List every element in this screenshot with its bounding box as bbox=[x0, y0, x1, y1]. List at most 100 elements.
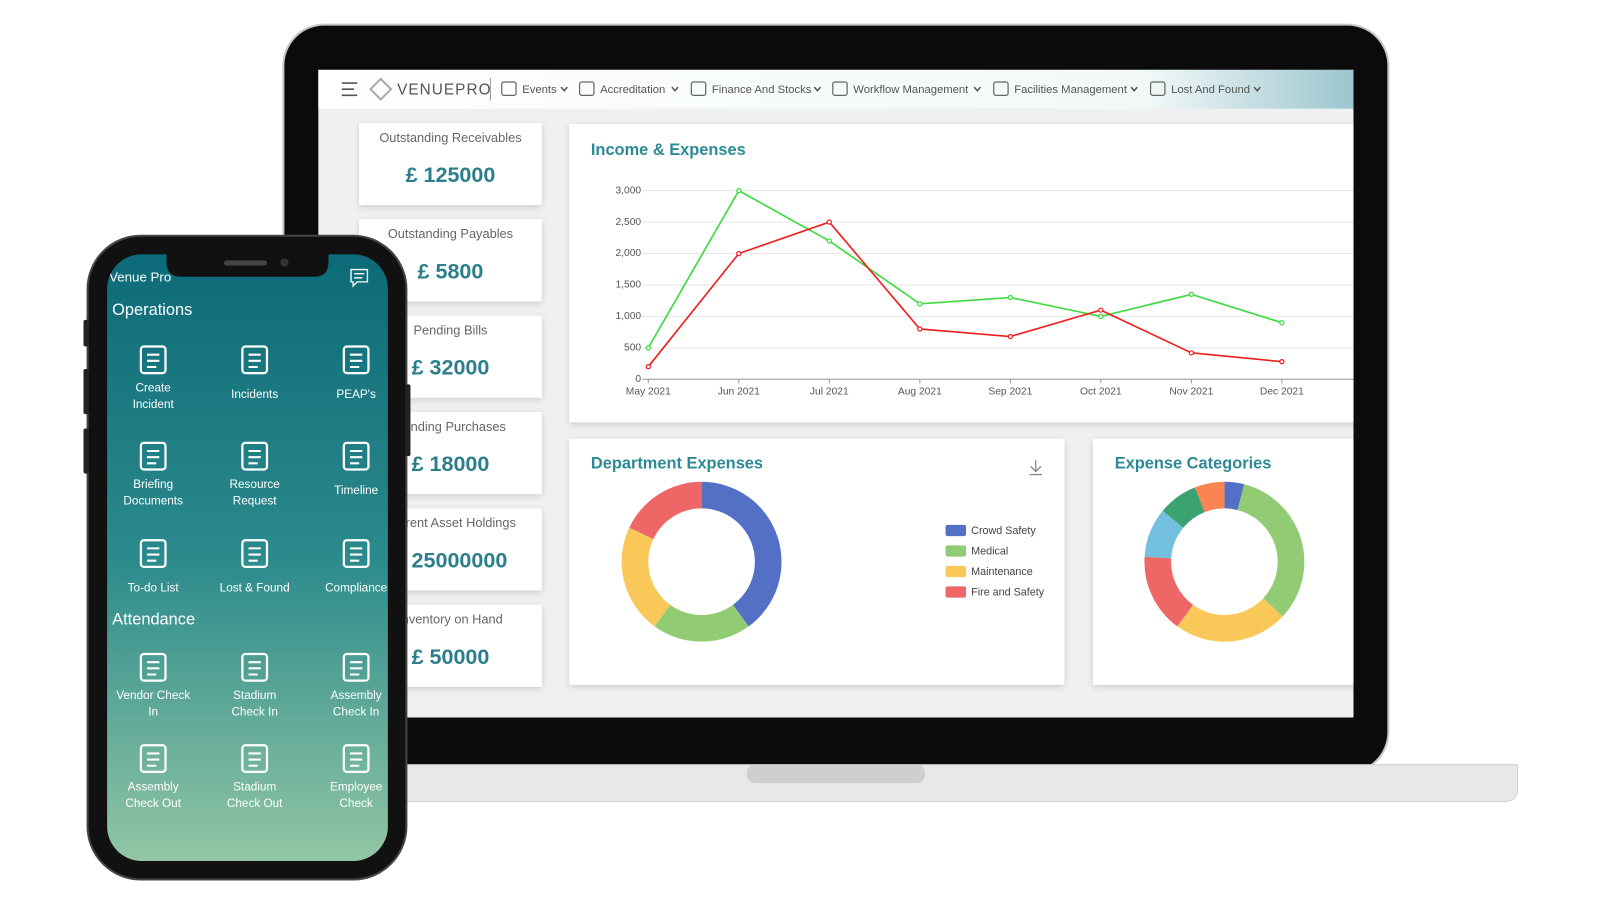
menu-label: Incident bbox=[133, 398, 175, 411]
menu-icon-detail bbox=[248, 752, 261, 767]
chevron bbox=[1130, 86, 1138, 92]
menu-label: Documents bbox=[123, 494, 183, 507]
menu-icon-detail bbox=[147, 661, 160, 676]
series-line bbox=[647, 189, 1283, 349]
menu-icon bbox=[139, 539, 167, 568]
menu-item[interactable]: Briefing Documents bbox=[123, 441, 183, 508]
menu-icon-detail bbox=[248, 450, 261, 465]
menu-label: Incidents bbox=[231, 388, 278, 401]
point bbox=[645, 364, 651, 370]
menu-item[interactable]: Incidents bbox=[231, 345, 278, 401]
app-title: Venue Pro bbox=[109, 269, 171, 284]
menu-icon bbox=[139, 441, 167, 471]
camera bbox=[280, 258, 289, 267]
chevron bbox=[973, 86, 981, 92]
x-tick-label: Sep 2021 bbox=[988, 386, 1032, 397]
legend-label[interactable]: Medical bbox=[971, 545, 1008, 557]
menu-icon bbox=[342, 744, 370, 773]
menu-label: Vendor Check bbox=[116, 689, 190, 702]
point bbox=[917, 301, 923, 307]
menu-item[interactable]: Resource Request bbox=[229, 441, 280, 508]
point bbox=[1098, 313, 1104, 320]
chart-title: Department Expenses bbox=[591, 455, 763, 473]
donut-slice bbox=[1224, 481, 1245, 511]
menu-item[interactable]: Vendor Check In bbox=[116, 652, 190, 719]
nav-item[interactable]: Events bbox=[522, 84, 557, 96]
menu-item[interactable]: Assembly Check In bbox=[331, 652, 382, 719]
screen: VENUEPRO Events Accreditation Finance And S… bbox=[318, 69, 1354, 718]
menu-item[interactable]: Timeline bbox=[334, 441, 379, 497]
menu-item[interactable]: Employee Check bbox=[330, 744, 383, 810]
chart-title: Income & Expenses bbox=[591, 141, 746, 159]
series-line bbox=[647, 221, 1282, 368]
menu-item[interactable]: PEAP's bbox=[336, 345, 376, 401]
y-tick-label: 0 bbox=[635, 374, 641, 385]
point bbox=[1007, 333, 1014, 340]
point bbox=[826, 238, 832, 244]
menu-label: Check Out bbox=[227, 797, 283, 810]
menu-label: Stadium bbox=[233, 780, 276, 793]
legend-swatch bbox=[945, 565, 967, 578]
menu-item[interactable]: Stadium Check In bbox=[231, 652, 278, 719]
phone-screen: Venue Pro Operations Create Incident Inciden… bbox=[107, 254, 388, 862]
menu-label: Employee bbox=[330, 780, 383, 793]
point bbox=[1279, 359, 1285, 365]
download-icon[interactable] bbox=[1029, 460, 1042, 476]
y-tick-label: 2,000 bbox=[615, 248, 641, 259]
kpi-title: Inventory on Hand bbox=[398, 612, 503, 627]
menu-icon-detail bbox=[147, 547, 160, 562]
nav-item[interactable]: Facilities Management bbox=[1014, 84, 1128, 96]
legend-label[interactable]: Fire and Safety bbox=[971, 586, 1045, 598]
legend-label[interactable]: Maintenance bbox=[971, 566, 1033, 578]
menu-label: Lost & Found bbox=[220, 581, 290, 594]
x-tick-label: Nov 2021 bbox=[1169, 386, 1213, 397]
menu-icon bbox=[241, 441, 269, 471]
phone-button bbox=[405, 384, 411, 457]
x-tick-label: Jun 2021 bbox=[718, 386, 760, 397]
point bbox=[1007, 294, 1014, 301]
chat-icon[interactable] bbox=[350, 268, 369, 288]
speaker bbox=[223, 260, 267, 266]
laptop-notch bbox=[746, 764, 926, 784]
nav-item[interactable]: Finance And Stocks bbox=[712, 84, 812, 96]
menu-item[interactable]: Lost & Found bbox=[220, 539, 290, 594]
kpi-value: £ 5800 bbox=[418, 259, 484, 283]
kpi-card bbox=[359, 123, 542, 206]
menu-icon[interactable] bbox=[341, 82, 358, 97]
chevron bbox=[560, 86, 568, 92]
brand: VENUEPRO bbox=[397, 81, 491, 98]
donut-slice bbox=[701, 481, 782, 627]
x-tick-label: Aug 2021 bbox=[898, 386, 942, 397]
nav-icon bbox=[690, 81, 707, 96]
menu-icon bbox=[241, 539, 269, 568]
nav-item[interactable]: Lost And Found bbox=[1171, 84, 1250, 96]
menu-item[interactable]: Compliance bbox=[325, 539, 388, 594]
menu-icon-detail bbox=[350, 353, 363, 368]
menu-label: Assembly bbox=[128, 780, 179, 793]
y-tick-label: 2,500 bbox=[615, 217, 641, 228]
nav-item[interactable]: Workflow Management bbox=[853, 84, 969, 96]
menu-icon bbox=[241, 345, 269, 375]
y-tick-label: 1,000 bbox=[615, 311, 641, 322]
menu-item[interactable]: To-do List bbox=[128, 539, 180, 594]
kpi-title: Pending Purchases bbox=[395, 419, 506, 434]
menu-icon-detail bbox=[248, 353, 261, 368]
legend-label[interactable]: Crowd Safety bbox=[971, 525, 1036, 537]
y-tick-label: 1,500 bbox=[615, 280, 641, 291]
menu-item[interactable]: Create Incident bbox=[133, 345, 175, 411]
menu-label: Check In bbox=[231, 706, 277, 719]
menu-label: Assembly bbox=[331, 689, 382, 702]
kpi-title: Current Asset Holdings bbox=[385, 515, 516, 530]
menu-item[interactable]: Assembly Check Out bbox=[125, 744, 182, 810]
point bbox=[917, 326, 923, 332]
menu-icon-detail bbox=[147, 353, 160, 368]
point bbox=[736, 187, 742, 194]
point bbox=[1279, 320, 1285, 326]
menu-item[interactable]: Stadium Check Out bbox=[227, 744, 283, 810]
chevron bbox=[671, 86, 679, 92]
nav-item[interactable]: Accreditation bbox=[600, 84, 665, 96]
menu-label: PEAP's bbox=[336, 388, 376, 401]
logo bbox=[369, 77, 393, 101]
kpi-title: Pending Bills bbox=[413, 322, 487, 337]
